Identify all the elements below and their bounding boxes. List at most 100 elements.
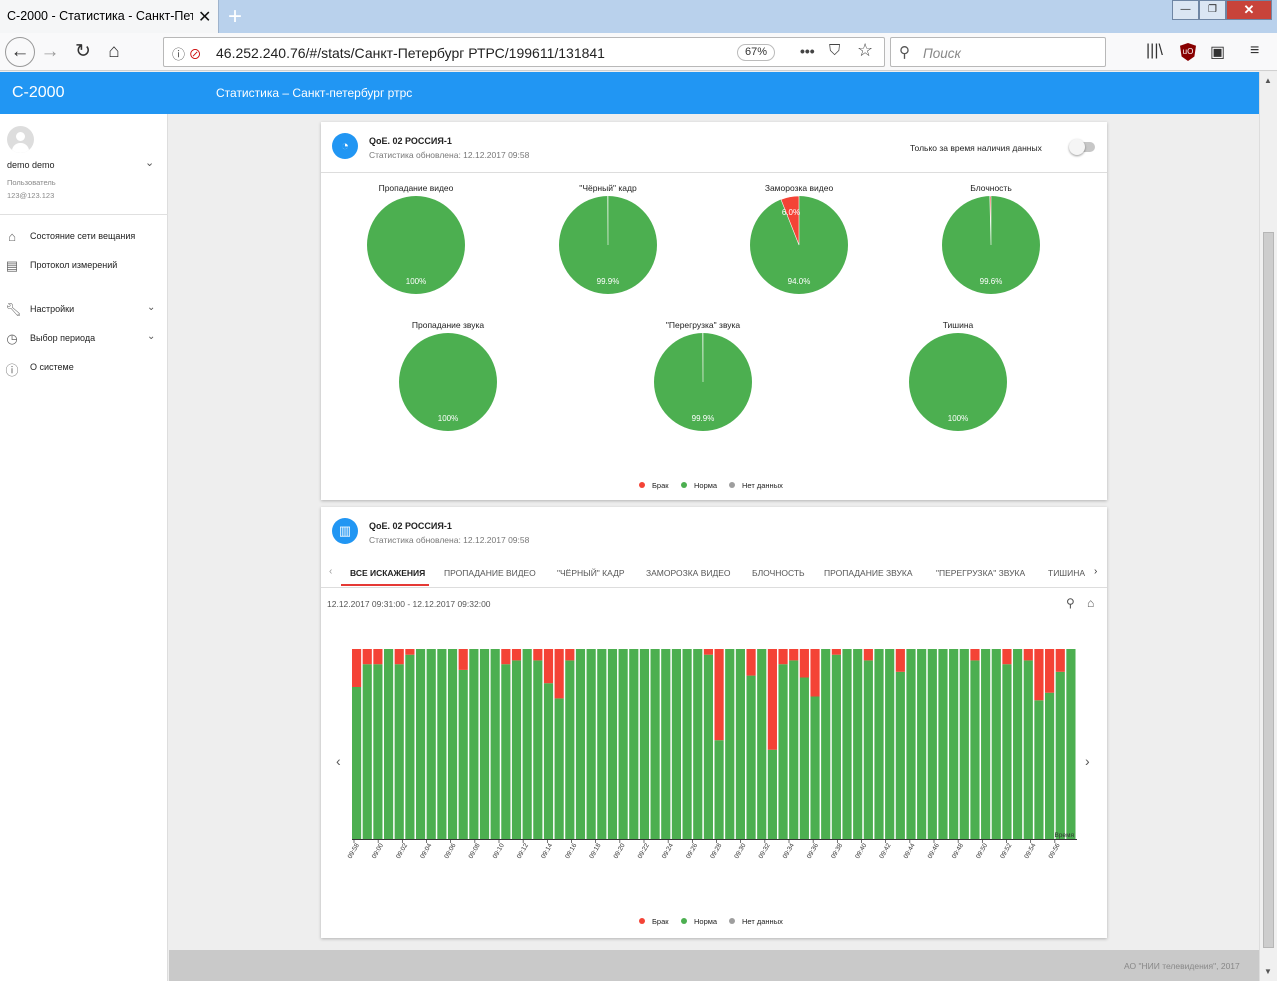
bar-norma[interactable] [799, 677, 809, 840]
bar-brak[interactable] [511, 649, 522, 661]
bar-norma[interactable] [895, 671, 905, 839]
bar-norma[interactable] [1002, 664, 1012, 839]
pie-slice-norma[interactable] [909, 333, 1007, 431]
bar-brak[interactable] [394, 649, 404, 665]
legend-brak[interactable]: Брак [639, 481, 669, 490]
sidebar-item-period[interactable]: ◷ Выбор периода ⌄ [0, 328, 167, 350]
bar-norma[interactable] [981, 649, 991, 839]
bar-brak[interactable] [863, 649, 873, 661]
bar-norma[interactable] [842, 649, 852, 839]
url-bar[interactable]: ⓘ ⊘ 46.252.240.76/#/stats/Санкт-Петербур… [163, 37, 885, 67]
library-icon[interactable]: |||\ [1146, 42, 1163, 59]
sidebar-item-measurement-log[interactable]: ▤ Протокол измерений [0, 255, 167, 277]
tabs-scroll-left-icon[interactable]: ‹ [329, 566, 333, 577]
sidebar-item-about[interactable]: ⓘ О системе [0, 357, 167, 379]
tab-audio-overload[interactable]: "ПЕРЕГРУЗКА" ЗВУКА [936, 568, 1026, 578]
sidebar-item-network-state[interactable]: ⌂ Состояние сети вещания [0, 226, 167, 248]
bar-norma[interactable] [671, 649, 682, 839]
bar-brak[interactable] [1034, 649, 1044, 701]
bar-norma[interactable] [490, 649, 500, 839]
scroll-up-icon[interactable]: ▲ [1264, 76, 1272, 85]
legend-no-data[interactable]: Нет данных [729, 917, 783, 926]
pie-slice-norma[interactable] [399, 333, 497, 431]
bar-norma[interactable] [703, 654, 714, 839]
bar-norma[interactable] [917, 649, 927, 839]
close-tab-icon[interactable]: ✕ [198, 9, 212, 26]
bar-norma[interactable] [682, 649, 692, 839]
bar-norma[interactable] [863, 660, 873, 839]
bar-norma[interactable] [1055, 671, 1065, 839]
bar-norma[interactable] [778, 664, 788, 839]
bar-brak[interactable] [533, 649, 543, 661]
pie-slice-norma[interactable] [367, 196, 465, 294]
url-text[interactable]: 46.252.240.76/#/stats/Санкт-Петербург РТ… [216, 45, 605, 61]
site-info-icon[interactable]: ⓘ ⊘ [172, 47, 202, 62]
scrollbar-thumb[interactable] [1263, 232, 1274, 948]
bar-brak[interactable] [799, 649, 809, 678]
pocket-icon[interactable]: ⛉ [829, 42, 841, 59]
data-only-switch[interactable] [1069, 139, 1095, 155]
bar-norma[interactable] [693, 649, 703, 839]
bar-norma[interactable] [639, 649, 650, 839]
bar-norma[interactable] [511, 660, 522, 839]
window-minimize-button[interactable]: — [1172, 0, 1199, 20]
bar-norma[interactable] [607, 649, 618, 839]
bar-norma[interactable] [373, 664, 383, 839]
bar-brak[interactable] [565, 649, 575, 661]
reload-icon[interactable]: ↻ [75, 41, 91, 62]
sidebar-toggle-icon[interactable]: ▣ [1210, 44, 1226, 61]
bar-norma[interactable] [874, 649, 884, 839]
bar-brak[interactable] [458, 649, 468, 670]
bar-brak[interactable] [895, 649, 905, 672]
bar-brak[interactable] [362, 649, 372, 665]
bar-norma[interactable] [1066, 649, 1076, 839]
bar-brak[interactable] [767, 649, 777, 750]
back-arrow-icon[interactable]: ← [5, 37, 35, 67]
tabs-scroll-right-icon[interactable]: › [1094, 566, 1098, 577]
bar-norma[interactable] [447, 649, 458, 839]
tab-audio-loss[interactable]: ПРОПАДАНИЕ ЗВУКА [824, 568, 913, 578]
bar-brak[interactable] [352, 649, 362, 687]
bar-norma[interactable] [1045, 692, 1055, 839]
bar-brak[interactable] [1055, 649, 1065, 672]
search-bar[interactable]: ⚲ Поиск [890, 37, 1106, 67]
bookmark-star-icon[interactable]: ☆ [857, 40, 874, 60]
bar-norma[interactable] [853, 649, 863, 839]
bar-norma[interactable] [522, 649, 532, 839]
bar-norma[interactable] [352, 687, 362, 839]
bar-brak[interactable] [970, 649, 980, 661]
bar-brak[interactable] [778, 649, 788, 665]
bar-norma[interactable] [906, 649, 916, 839]
legend-norma[interactable]: Норма [681, 481, 717, 490]
bar-norma[interactable] [437, 649, 447, 839]
chart-next-icon[interactable]: › [1085, 753, 1090, 769]
bar-brak[interactable] [1002, 649, 1012, 665]
bar-norma[interactable] [501, 664, 511, 839]
bar-norma[interactable] [1023, 660, 1033, 839]
bar-brak[interactable] [746, 649, 756, 676]
bar-brak[interactable] [831, 649, 841, 655]
bar-norma[interactable] [767, 749, 777, 839]
legend-no-data[interactable]: Нет данных [729, 481, 783, 490]
zoom-icon[interactable]: ⚲ [1066, 596, 1075, 610]
bar-norma[interactable] [714, 740, 724, 839]
new-tab-icon[interactable]: + [228, 3, 243, 30]
page-scrollbar[interactable]: ▲ ▼ [1259, 72, 1277, 981]
bar-brak[interactable] [810, 649, 820, 697]
forward-arrow-icon[interactable]: → [40, 41, 60, 62]
bar-norma[interactable] [949, 649, 959, 839]
bar-brak[interactable] [703, 649, 714, 655]
window-close-button[interactable]: ✕ [1226, 0, 1272, 20]
bar-brak[interactable] [789, 649, 799, 661]
tab-freeze[interactable]: ЗАМОРОЗКА ВИДЕО [646, 568, 731, 578]
tab-blocking[interactable]: БЛОЧНОСТЬ [752, 568, 805, 578]
bar-norma[interactable] [821, 649, 831, 839]
sidebar-item-settings[interactable]: 🔧︎ Настройки ⌄ [0, 299, 167, 321]
ublock-icon[interactable]: uO [1180, 43, 1196, 61]
bar-norma[interactable] [426, 649, 436, 839]
bar-norma[interactable] [554, 698, 564, 839]
bar-norma[interactable] [618, 649, 628, 839]
bar-norma[interactable] [927, 649, 937, 839]
bar-brak[interactable] [405, 649, 415, 655]
bar-norma[interactable] [970, 660, 980, 839]
